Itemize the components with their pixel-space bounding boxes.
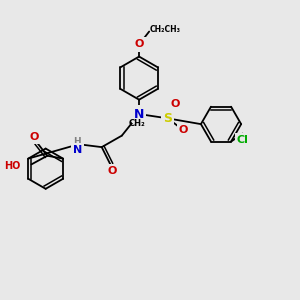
- Text: O: O: [29, 132, 38, 142]
- Text: N: N: [134, 108, 144, 121]
- Text: CH₂: CH₂: [128, 119, 145, 128]
- Text: O: O: [170, 99, 180, 109]
- Text: Cl: Cl: [237, 135, 248, 145]
- Text: HO: HO: [4, 161, 20, 171]
- Text: CH₂CH₃: CH₂CH₃: [149, 25, 181, 34]
- Text: N: N: [73, 145, 82, 155]
- Text: O: O: [179, 125, 188, 135]
- Text: S: S: [163, 112, 172, 125]
- Text: O: O: [134, 40, 144, 50]
- Text: H: H: [74, 137, 81, 146]
- Text: O: O: [107, 166, 116, 176]
